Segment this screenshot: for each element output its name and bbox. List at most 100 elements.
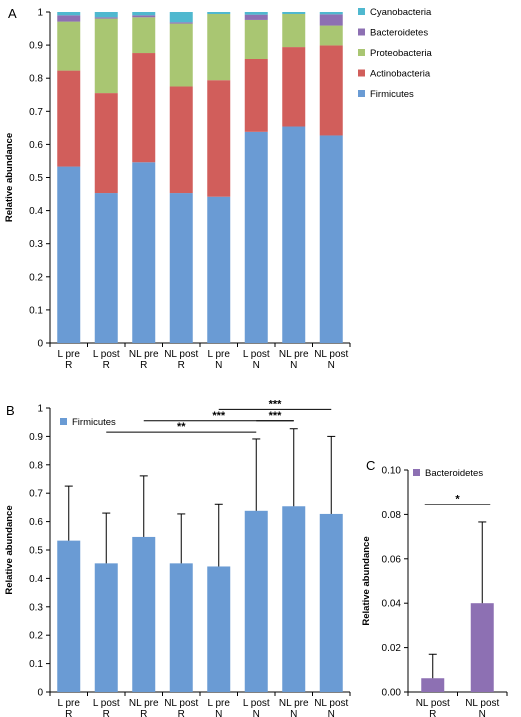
y-axis-label: Relative abundance xyxy=(4,133,15,222)
y-tick-label: 0.7 xyxy=(29,107,43,118)
y-tick-label: 0 xyxy=(37,688,43,699)
bar-segment-cyanobacteria xyxy=(94,12,118,18)
bar-segment-firmicutes xyxy=(57,166,81,343)
y-tick-label: 1 xyxy=(37,404,43,415)
significance-label: *** xyxy=(269,410,283,422)
bar xyxy=(169,563,193,692)
bar xyxy=(207,566,231,692)
bar-segment-proteobacteria xyxy=(282,13,306,48)
bar-segment-actinobacteria xyxy=(169,86,193,194)
bar xyxy=(132,536,156,692)
y-tick-label: 0.9 xyxy=(29,432,43,443)
legend-swatch xyxy=(358,90,365,97)
legend-swatch xyxy=(60,418,67,425)
bar-segment-proteobacteria xyxy=(57,21,81,71)
bar-segment-firmicutes xyxy=(244,131,268,343)
bar-segment-cyanobacteria xyxy=(57,12,81,16)
bar-segment-proteobacteria xyxy=(132,17,156,54)
bar-segment-firmicutes xyxy=(94,193,118,343)
y-tick-label: 0.3 xyxy=(29,602,43,613)
x-tick-label: L pre R xyxy=(58,349,81,371)
legend-label: Proteobacteria xyxy=(370,48,433,59)
bar-segment-actinobacteria xyxy=(57,70,81,167)
bar-segment-proteobacteria xyxy=(169,23,193,87)
legend-label: Cyanobacteria xyxy=(370,7,432,18)
y-tick-label: 0.3 xyxy=(29,239,43,250)
bar-segment-bacteroidetes xyxy=(169,22,193,24)
y-tick-label: 0.8 xyxy=(29,74,43,85)
bar-segment-proteobacteria xyxy=(319,25,343,46)
x-tick-label: NL pre R xyxy=(129,698,159,717)
bar xyxy=(421,678,445,692)
y-axis-label: Relative abundance xyxy=(361,536,372,625)
y-tick-label: 0.5 xyxy=(29,173,43,184)
x-tick-label: NL post N xyxy=(465,698,499,717)
panel-letter: B xyxy=(6,403,15,418)
x-tick-label: NL post R xyxy=(164,698,198,717)
y-tick-label: 0 xyxy=(37,339,43,350)
bar-segment-proteobacteria xyxy=(94,18,118,94)
significance-label: *** xyxy=(212,410,226,422)
bar-segment-firmicutes xyxy=(282,126,306,343)
bar-segment-firmicutes xyxy=(319,135,343,343)
x-tick-label: L post R xyxy=(93,349,120,371)
x-tick-label: L pre N xyxy=(208,698,231,717)
significance-label: *** xyxy=(269,398,283,410)
bar-segment-bacteroidetes xyxy=(244,14,268,20)
panel-a: A 0 0.1 0.2 0.3 0.4 0.5 0.6 0.7 0.8 0.9 1 Relative a… xyxy=(4,6,433,371)
bar-segment-cyanobacteria xyxy=(169,12,193,23)
y-tick-label: 0.2 xyxy=(29,631,43,642)
legend-label: Actinobacteria xyxy=(370,69,431,80)
panel-letter: C xyxy=(366,458,375,473)
x-tick-label: NL post R xyxy=(416,698,450,717)
bar xyxy=(319,513,343,692)
y-tick-label: 0.6 xyxy=(29,517,43,528)
bar-segment-bacteroidetes xyxy=(132,15,156,18)
panel-c: C 0.00 0.02 0.04 0.06 0.08 0.10 Relative abunda… xyxy=(361,458,508,717)
legend-label: Firmicutes xyxy=(72,417,116,428)
x-tick-label: L post N xyxy=(243,349,270,371)
bar-segment-actinobacteria xyxy=(319,45,343,136)
bar xyxy=(57,540,81,692)
y-tick-label: 0.04 xyxy=(382,599,402,610)
x-tick-label: NL pre N xyxy=(279,698,309,717)
legend-swatch xyxy=(358,8,365,15)
legend-label: Bacteroidetes xyxy=(370,28,428,39)
legend-swatch xyxy=(358,49,365,56)
panel-letter: A xyxy=(8,6,17,21)
panel-b: B 0 0.1 0.2 0.3 0.4 0.5 0.6 0.7 0.8 0.9 1 Relative a… xyxy=(4,398,351,717)
bar-segment-firmicutes xyxy=(132,162,156,343)
y-tick-label: 0.6 xyxy=(29,140,43,151)
y-tick-label: 0.4 xyxy=(29,574,43,585)
bar-segment-actinobacteria xyxy=(244,59,268,132)
bar-segment-bacteroidetes xyxy=(94,17,118,19)
significance-label: ** xyxy=(177,421,186,433)
y-tick-label: 0.4 xyxy=(29,206,43,217)
bar xyxy=(282,506,306,692)
legend-label: Bacteroidetes xyxy=(425,468,483,479)
y-tick-label: 1 xyxy=(37,8,43,19)
legend-swatch xyxy=(358,69,365,77)
x-tick-label: L pre R xyxy=(58,698,81,717)
x-tick-label: L post N xyxy=(243,698,270,717)
legend-swatch xyxy=(413,469,420,476)
x-tick-label: L pre N xyxy=(208,349,231,371)
y-tick-label: 0.9 xyxy=(29,41,43,52)
y-tick-label: 0.02 xyxy=(382,643,402,654)
bar xyxy=(94,563,118,692)
bar-segment-proteobacteria xyxy=(207,13,231,81)
bar-segment-actinobacteria xyxy=(94,93,118,194)
y-tick-label: 0.8 xyxy=(29,460,43,471)
y-tick-label: 0.1 xyxy=(29,659,43,670)
y-tick-label: 0.00 xyxy=(382,688,402,699)
bar-segment-cyanobacteria xyxy=(282,12,306,14)
bar xyxy=(244,510,268,692)
x-tick-label: NL post N xyxy=(314,698,348,717)
x-tick-label: L post R xyxy=(93,698,120,717)
bar xyxy=(470,603,494,692)
y-tick-label: 0.06 xyxy=(382,554,402,565)
x-tick-label: NL pre N xyxy=(279,349,309,371)
bar-segment-actinobacteria xyxy=(282,47,306,127)
y-tick-label: 0.10 xyxy=(382,466,402,477)
